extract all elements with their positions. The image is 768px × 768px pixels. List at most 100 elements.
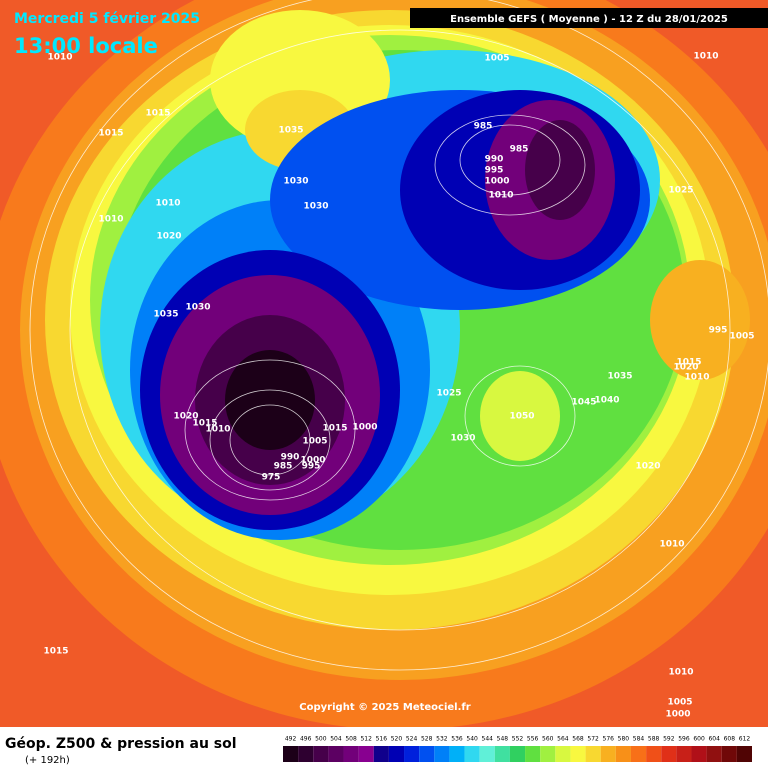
scale-swatch [691, 746, 707, 762]
scale-swatch [525, 746, 541, 762]
scale-swatch [434, 746, 450, 762]
isobar-label: 1000 [300, 456, 325, 466]
copyright: Copyright © 2025 Meteociel.fr [299, 702, 470, 713]
isobar-label: 1000 [665, 710, 690, 720]
isobar-label: 985 [274, 462, 293, 472]
scale-label: 496 [300, 736, 312, 743]
isobar-label: 1020 [635, 462, 660, 472]
isobar-label: 1015 [98, 129, 123, 139]
scale-swatch [479, 746, 495, 762]
isobar-label: 1050 [509, 412, 534, 422]
scale-label: 508 [345, 736, 357, 743]
scale-label: 536 [451, 736, 463, 743]
scale-label: 584 [633, 736, 645, 743]
scale-label: 548 [497, 736, 509, 743]
isobar-label: 1010 [693, 52, 718, 62]
scale-label: 492 [285, 736, 297, 743]
scale-swatch [419, 746, 435, 762]
scale-swatch [615, 746, 631, 762]
isobar-label: 1010 [47, 53, 72, 63]
isobar-label: 1010 [98, 215, 123, 225]
scale-label: 580 [618, 736, 630, 743]
scale-label: 500 [315, 736, 327, 743]
run-info: Ensemble GEFS ( Moyenne ) - 12 Z du 28/0… [450, 14, 728, 25]
scale-swatch [313, 746, 329, 762]
isobar-label: 1030 [283, 177, 308, 187]
scale-label: 564 [557, 736, 569, 743]
scale-swatch [661, 746, 677, 762]
scale-swatch [449, 746, 465, 762]
isobar-label: 1015 [322, 424, 347, 434]
scale-label: 532 [436, 736, 448, 743]
isobar-label: 985 [474, 122, 493, 132]
scale-swatch [358, 746, 374, 762]
scale-label: 576 [603, 736, 615, 743]
isobar-label: 1020 [173, 412, 198, 422]
isobar-label: 1035 [278, 126, 303, 136]
scale-swatch [283, 746, 299, 762]
isobar-label: 1025 [668, 186, 693, 196]
isobar-label: 1030 [303, 202, 328, 212]
scale-swatch [540, 746, 556, 762]
isobar-label: 1010 [684, 373, 709, 383]
footer-title: Géop. Z500 & pression au sol [5, 736, 237, 752]
isobar-label: 1010 [659, 540, 684, 550]
scale-label: 592 [663, 736, 675, 743]
scale-swatch [585, 746, 601, 762]
isobar-label: 1005 [302, 437, 327, 447]
isobar-label: 995 [485, 166, 504, 176]
scale-label: 600 [693, 736, 705, 743]
isobar-label: 1010 [488, 191, 513, 201]
isobar-label: 1000 [484, 177, 509, 187]
date-line: Mercredi 5 février 2025 [14, 11, 200, 27]
isobar-label: 990 [485, 155, 504, 165]
isobar-label: 1035 [607, 372, 632, 382]
isobar-label: 1005 [484, 54, 509, 64]
isobar-label: 1030 [185, 303, 210, 313]
footer-lead: (+ 192h) [25, 755, 70, 766]
time-line: 13:00 locale [14, 34, 158, 58]
isobar-label: 1010 [205, 425, 230, 435]
isobar-label: 1035 [153, 310, 178, 320]
scale-label: 608 [724, 736, 736, 743]
isobar-label: 1015 [145, 109, 170, 119]
isobar-label: 1020 [673, 363, 698, 373]
scale-label: 512 [360, 736, 372, 743]
scale-swatch [494, 746, 510, 762]
scale-label: 560 [542, 736, 554, 743]
scale-label: 612 [739, 736, 751, 743]
isobar-label: 1040 [594, 396, 619, 406]
scale-label: 504 [330, 736, 342, 743]
scale-label: 588 [648, 736, 660, 743]
scale-swatch [676, 746, 692, 762]
scale-swatch [555, 746, 571, 762]
isobar-label: 1015 [192, 419, 217, 429]
isobar-label: 1005 [667, 698, 692, 708]
isobar-label: 1015 [676, 358, 701, 368]
scale-label: 516 [376, 736, 388, 743]
scale-swatch [570, 746, 586, 762]
scale-swatch [343, 746, 359, 762]
isobar-label: 990 [281, 453, 300, 463]
scale-label: 572 [587, 736, 599, 743]
isobar-label: 1015 [43, 647, 68, 657]
scale-swatch [736, 746, 752, 762]
scale-swatch [464, 746, 480, 762]
isobar-label: 985 [510, 145, 529, 155]
run-box [410, 8, 768, 28]
isobar-label: 1000 [352, 423, 377, 433]
scale-label: 556 [527, 736, 539, 743]
isobar-label: 995 [302, 462, 321, 472]
scale-label: 520 [391, 736, 403, 743]
isobar-label: 975 [262, 473, 281, 483]
scale-label: 544 [482, 736, 494, 743]
scale-swatch [646, 746, 662, 762]
scale-swatch [388, 746, 405, 762]
isobar-label: 1010 [155, 199, 180, 209]
scale-label: 552 [512, 736, 524, 743]
isobar-label: 1025 [436, 389, 461, 399]
isobar-label: 1030 [450, 434, 475, 444]
scale-swatch [706, 746, 722, 762]
